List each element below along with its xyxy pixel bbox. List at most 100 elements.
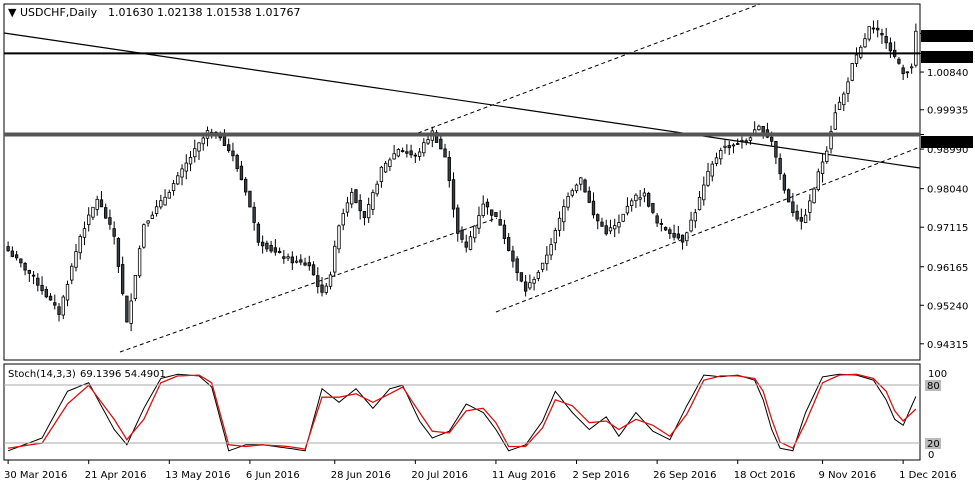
candle-body (672, 232, 676, 238)
candle-body (494, 212, 498, 217)
candle-body (803, 214, 808, 223)
candle-body (273, 247, 278, 253)
candle-body (379, 166, 384, 182)
upper-channel-line (417, 3, 761, 134)
candle-body (239, 165, 244, 181)
candle-body (303, 262, 307, 266)
candle-body (44, 288, 48, 298)
candle-body (443, 148, 447, 158)
candle-body (70, 265, 74, 281)
candle-body (188, 157, 193, 165)
candle-body (61, 296, 65, 316)
candle-body (150, 214, 155, 219)
candle-body (540, 262, 545, 270)
candle-body (409, 150, 413, 156)
candle-body (566, 196, 570, 208)
candle-body (311, 264, 316, 276)
candle-body (328, 274, 333, 287)
candle-body (562, 206, 566, 223)
current-price-tag (921, 30, 973, 42)
candle-body (714, 157, 719, 164)
candle-body (706, 170, 710, 186)
candle-body (116, 238, 121, 267)
candle-body (625, 205, 630, 214)
candle-body (231, 150, 235, 157)
price-tick-label: 0.96165 (927, 263, 968, 274)
time-tick-label: 30 Mar 2016 (4, 470, 67, 481)
candle-body (791, 201, 795, 213)
price-tick-label: 0.95240 (927, 301, 968, 312)
candle-body (324, 285, 328, 293)
candle-body (99, 199, 104, 208)
candle-body (591, 200, 596, 216)
candle-body (596, 214, 600, 222)
candle-body (354, 189, 358, 203)
candle-body (613, 225, 617, 230)
current-price-tag-text: 1.01767 (924, 32, 965, 43)
candle-body (663, 227, 668, 231)
candle-body (256, 223, 261, 243)
candle-body (570, 190, 574, 196)
candle-body (774, 141, 778, 158)
dropdown-arrow-icon[interactable]: ▼ (8, 6, 17, 19)
candle-body (341, 213, 345, 226)
candle-body (515, 258, 519, 274)
price-tick-label: 0.98990 (927, 145, 968, 156)
candle-body (757, 125, 761, 131)
candle-body (367, 204, 371, 219)
candle-body (689, 219, 693, 232)
candle-body (350, 191, 354, 205)
candle-body (511, 250, 515, 262)
candle-body (842, 93, 846, 106)
candle-body (87, 214, 91, 226)
candle-body (808, 200, 812, 213)
price-tick-label: 0.98040 (927, 185, 968, 196)
candle-body (218, 135, 222, 139)
candle-body (888, 42, 893, 52)
stoch-panel-frame (3, 363, 921, 461)
candle-body (719, 150, 723, 160)
candle-body (48, 295, 53, 301)
price-panel-frame (3, 3, 921, 361)
candle-body (867, 26, 871, 40)
candle-body (829, 131, 833, 150)
candle-body (659, 222, 664, 225)
stoch-lines (7, 373, 917, 452)
candle-body (901, 67, 905, 75)
candle-body (456, 207, 460, 234)
candle-body (553, 230, 557, 244)
candle-body (846, 81, 850, 94)
middle-channel-line (495, 146, 921, 313)
candle-body (125, 295, 129, 323)
candle-body (655, 215, 659, 224)
candle-body (697, 196, 702, 211)
candle-body (638, 197, 642, 200)
candle-body (731, 144, 736, 147)
candle-body (252, 206, 256, 223)
candle-body (481, 203, 485, 216)
candle-body (146, 220, 150, 224)
candle-body (583, 179, 587, 193)
candle-body (193, 148, 197, 158)
ohlc-readout: 1.01630 1.02138 1.01538 1.01767 (108, 6, 300, 19)
price-axis: 1.00840 0.99935 0.98990 0.98040 0.97115 0.961… (920, 32, 968, 351)
candle-body (799, 217, 804, 222)
candle-body (388, 159, 392, 167)
candle-body (95, 198, 99, 210)
candle-body (333, 245, 337, 273)
candle-body (307, 262, 311, 267)
candle-body (57, 306, 61, 315)
candle-body (710, 163, 714, 177)
candle-body (723, 145, 727, 148)
candle-body (795, 210, 799, 220)
candle-body (460, 229, 464, 240)
support-price-tag (921, 136, 973, 148)
candle-body (74, 251, 78, 268)
candle-body (617, 222, 621, 228)
time-tick-label: 6 Jun 2016 (246, 470, 300, 481)
candle-body (371, 192, 375, 210)
candle-body (201, 137, 205, 145)
candle-body (447, 156, 451, 181)
lower-channel-line (119, 217, 498, 353)
